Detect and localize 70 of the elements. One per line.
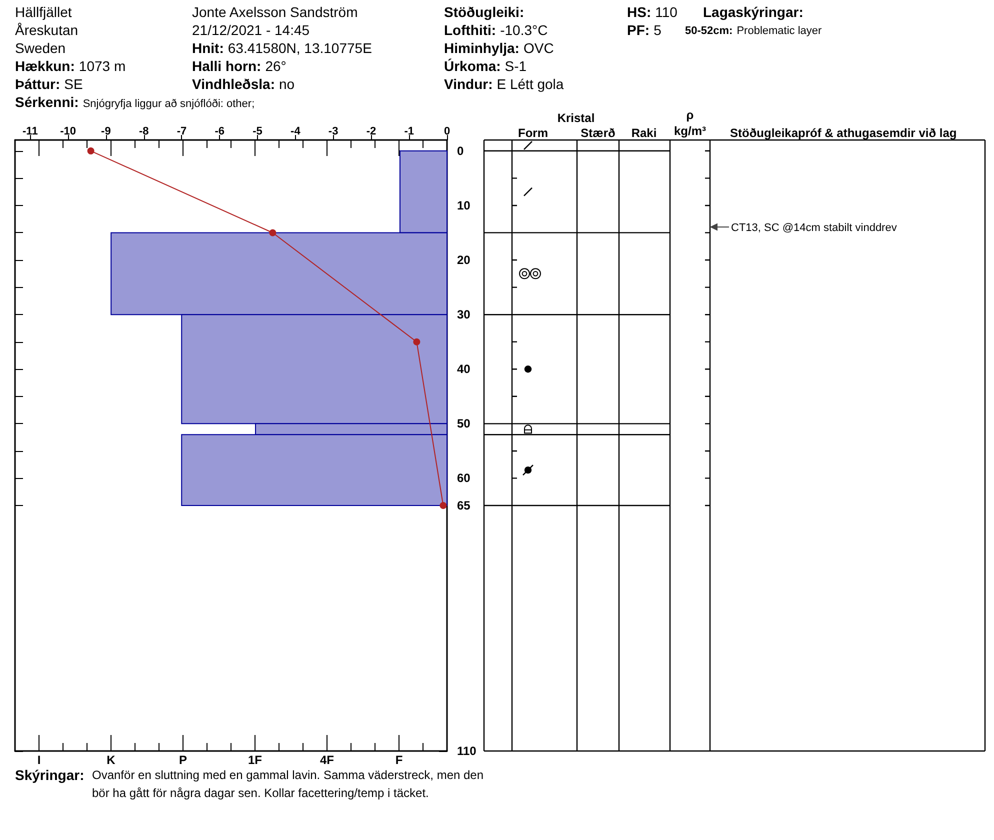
text: no <box>278 76 295 92</box>
text: -10.3°C <box>500 22 548 38</box>
text: P <box>178 753 188 767</box>
x-tick-label: -5 <box>252 126 262 138</box>
text: 1F <box>248 753 262 767</box>
text: Ovanför en sluttning med en gammal lavin. Samma väderstreck, men den bör ha gått för några dagar sen. Kollar facettering/temp i täcket. <box>92 768 484 800</box>
text: OVC <box>523 40 554 56</box>
x-tick-label: -4 <box>290 126 302 138</box>
y-tick-label: 0 <box>457 144 464 158</box>
text: Snjógryfja liggur að snjóflóði: other; <box>82 98 255 110</box>
x-tick-label: -10 <box>60 126 76 138</box>
x-tick-label: -11 <box>22 126 38 138</box>
text: Raki <box>631 126 657 140</box>
x-tick-label: -6 <box>214 126 225 138</box>
text: Lagaskýringar: <box>703 4 804 20</box>
text: E Létt gola <box>496 76 564 92</box>
text: kg/m³ <box>674 124 706 138</box>
y-tick-label: 40 <box>457 362 471 376</box>
text: 5 <box>654 22 662 38</box>
x-tick-label: 0 <box>444 126 450 138</box>
y-tick-label: 65 <box>457 498 471 513</box>
text: Vindhleðsla: <box>192 76 275 92</box>
y-tick-label: 50 <box>457 416 471 431</box>
text: 1073 m <box>78 58 126 74</box>
text: CT13, SC @14cm stabilt vinddrev <box>731 222 897 234</box>
text: SE <box>64 76 83 92</box>
text: 4F <box>320 753 334 767</box>
x-tick-label: -2 <box>366 126 376 138</box>
text: Hækkun: <box>15 58 75 74</box>
text: Sérkenni: <box>15 94 79 110</box>
text: 50-52cm: <box>685 25 733 37</box>
text: Jonte Axelsson Sandström <box>192 4 358 20</box>
text: Problematic layer <box>736 25 822 37</box>
y-tick-label: 60 <box>457 471 471 486</box>
text: Úrkoma: <box>444 58 501 74</box>
text: K <box>106 753 116 767</box>
text: PF: <box>627 22 650 38</box>
text: Stærð <box>580 126 616 140</box>
text: Vindur: <box>444 76 493 92</box>
x-tick-label: -1 <box>404 126 414 138</box>
x-tick-label: -8 <box>138 126 149 138</box>
text: 21/12/2021 - 14:45 <box>192 22 310 38</box>
text: HS: <box>627 4 652 20</box>
x-tick-label: -7 <box>176 126 187 138</box>
text: S-1 <box>504 58 527 74</box>
text: Himinhylja: <box>444 40 520 56</box>
y-tick-label: 20 <box>457 253 471 268</box>
text: Kristal <box>557 111 595 125</box>
text: Halli horn: <box>192 58 262 74</box>
text: Sweden <box>15 40 66 56</box>
text: Hällfjället <box>15 4 72 20</box>
text: 26° <box>265 58 286 74</box>
text: 63.41580N, 13.10775E <box>228 40 372 56</box>
text: Stöðugleiki: <box>444 4 524 20</box>
x-tick-label: -9 <box>101 126 111 138</box>
text: Skýringar: <box>15 767 84 783</box>
text: Þáttur: <box>15 76 60 92</box>
text: Form <box>518 126 548 140</box>
text: 110 <box>655 4 678 20</box>
text: Stöðugleikapróf & athugasemdir við lag <box>730 126 957 140</box>
text: Lofthiti: <box>444 22 496 38</box>
x-tick-label: -3 <box>328 126 338 138</box>
text: Åreskutan <box>15 22 78 38</box>
y-tick-label: 30 <box>457 308 471 322</box>
y-tick-label: 10 <box>457 198 471 212</box>
y-tick-label: 110 <box>457 744 477 758</box>
text: F <box>395 753 403 767</box>
text: I <box>37 753 41 767</box>
text: Hnit: <box>192 40 224 56</box>
text: ρ <box>686 108 694 122</box>
